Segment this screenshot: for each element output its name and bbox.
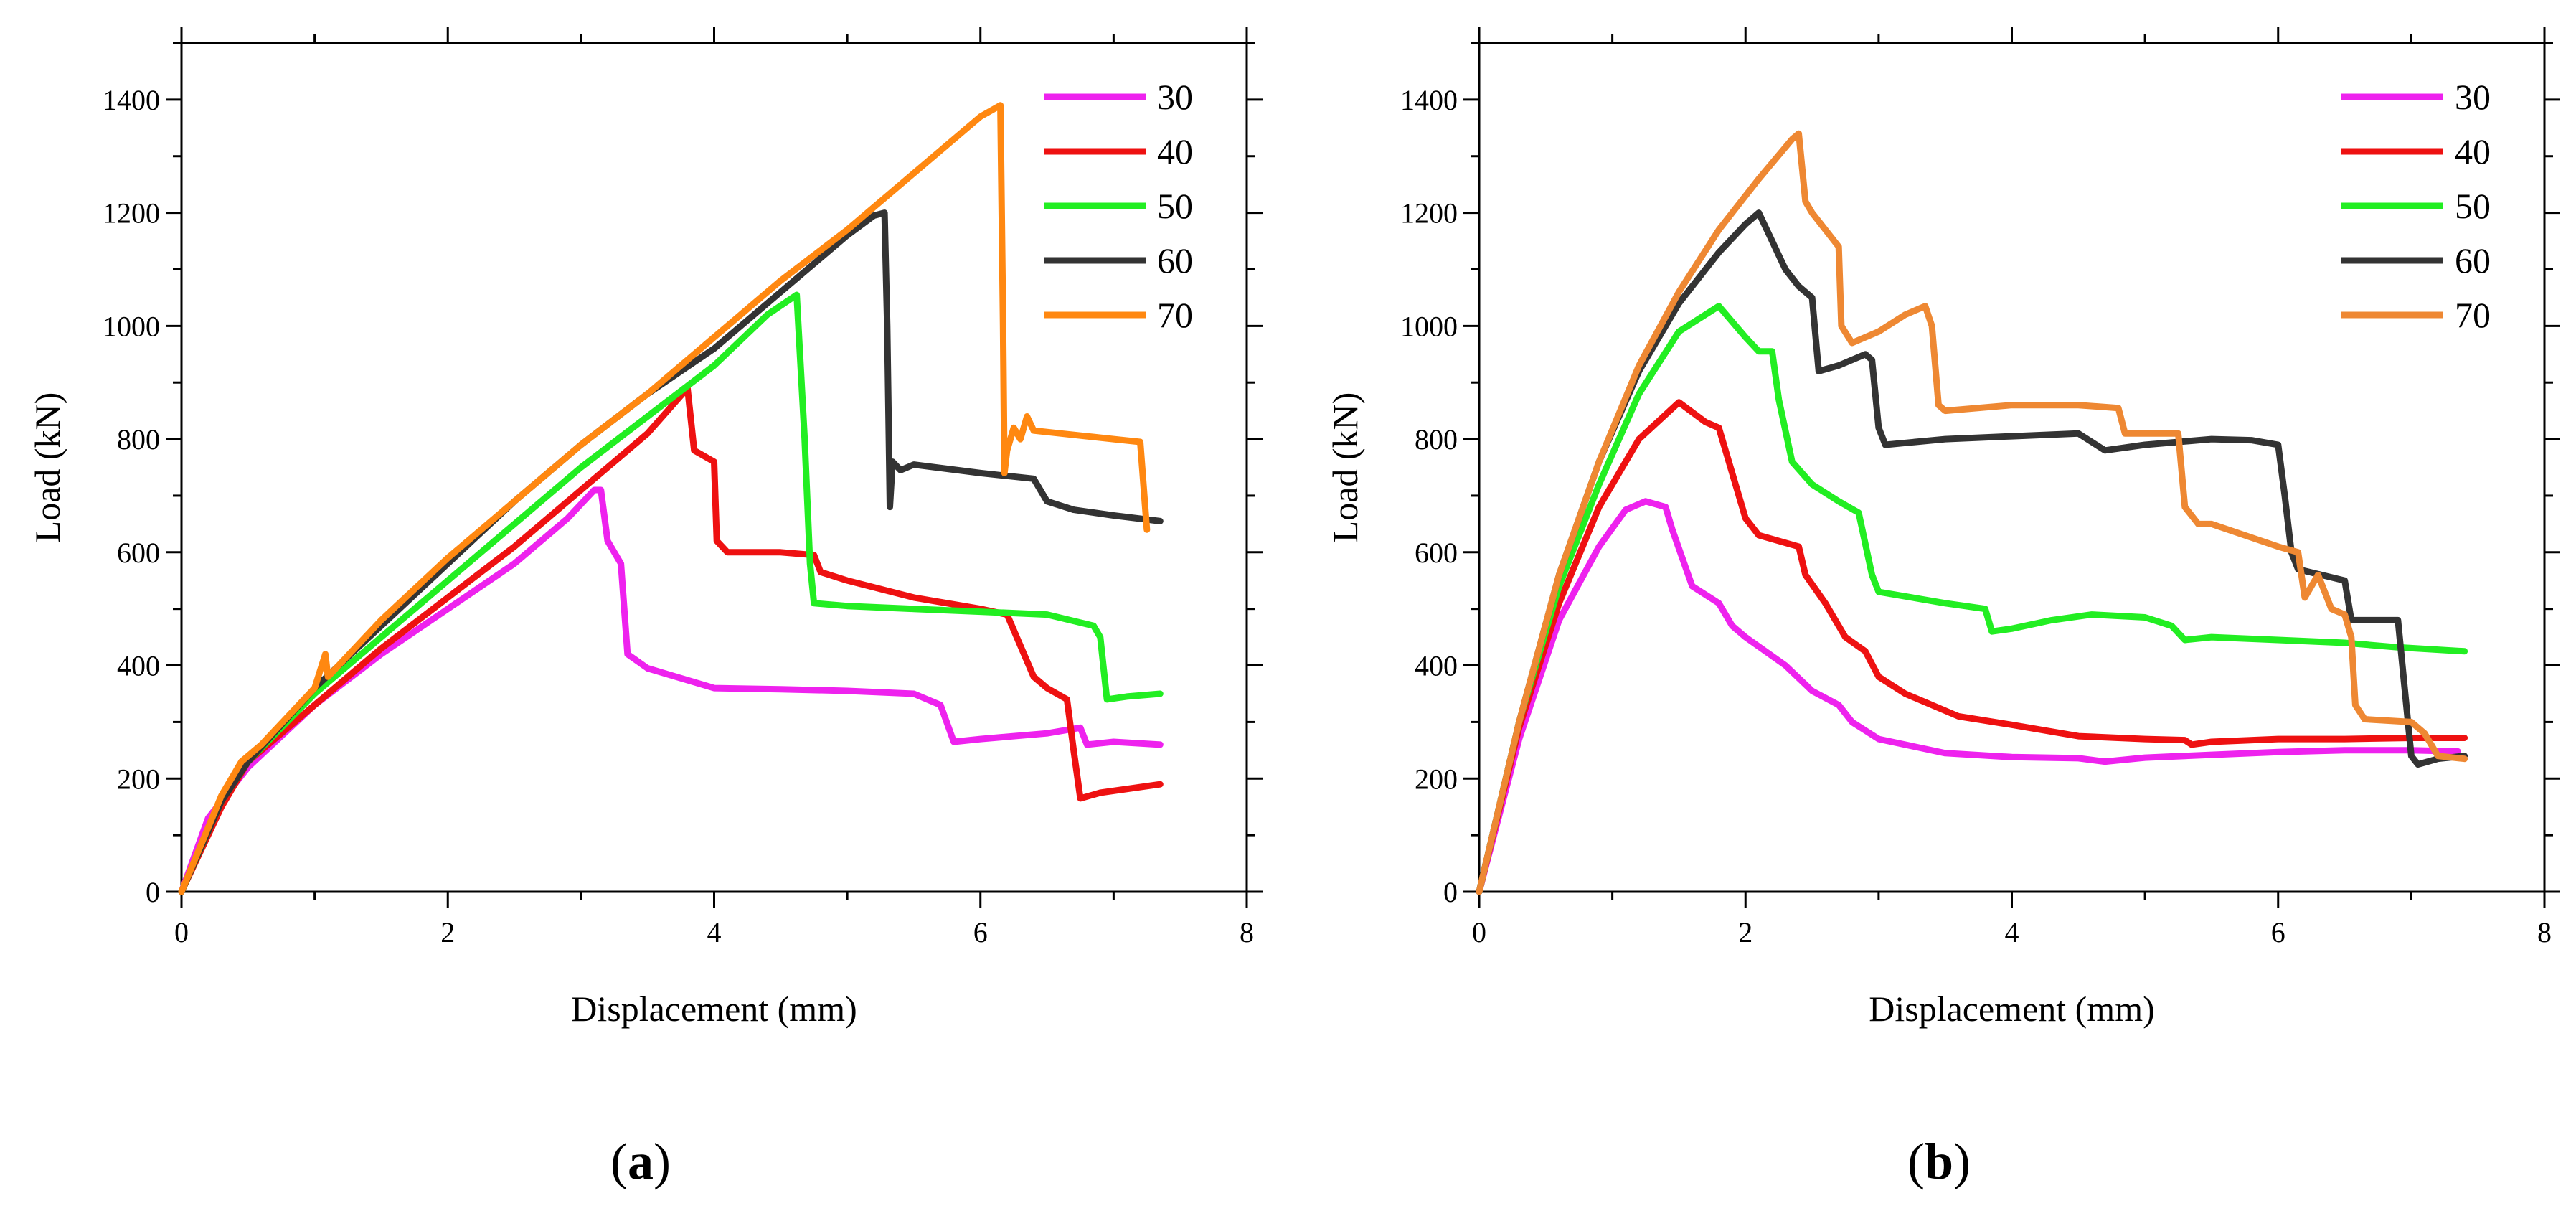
- series-line-50: [178, 291, 1164, 895]
- y-tick-label: 1400: [103, 84, 160, 116]
- x-tick-label: 6: [2271, 916, 2285, 948]
- legend-label-50: 50: [1157, 186, 1193, 226]
- legend-label-40: 40: [1157, 131, 1193, 171]
- y-tick-label: 1000: [1400, 310, 1458, 342]
- series-line-30: [1476, 498, 2461, 895]
- series-line-40: [1476, 399, 2468, 895]
- y-tick-label: 0: [146, 876, 160, 908]
- y-tick-label: 800: [1415, 423, 1458, 456]
- x-tick-label: 2: [1738, 916, 1752, 948]
- y-tick-label: 0: [1443, 876, 1458, 908]
- legend-label-60: 60: [2455, 240, 2491, 281]
- series-line-40: [178, 385, 1164, 895]
- x-tick-label: 4: [707, 916, 722, 948]
- series-line-50: [1476, 303, 2468, 895]
- x-tick-label: 6: [973, 916, 988, 948]
- legend-label-60: 60: [1157, 240, 1193, 281]
- x-tick-label: 0: [1472, 916, 1486, 948]
- chart-panel-a: 0 2 4 6 8 0 200 400 600 800 1000 1200 1400 Displaceme…: [27, 27, 1263, 1029]
- y-tick-label: 1400: [1400, 84, 1458, 116]
- legend-label-40: 40: [2455, 131, 2491, 171]
- plot-frame: [1478, 42, 2546, 893]
- series-line-30: [178, 486, 1164, 895]
- y-axis-label: Load (kN): [1325, 392, 1365, 543]
- legend-label-30: 30: [1157, 77, 1193, 117]
- y-tick-label: 800: [117, 423, 160, 456]
- panel-label-b: (b): [1907, 1133, 1971, 1190]
- y-tick-label: 1000: [103, 310, 160, 342]
- y-tick-label: 1200: [103, 197, 160, 230]
- series-line-70: [1476, 130, 2468, 895]
- x-axis-label: Displacement (mm): [1869, 989, 2155, 1029]
- legend-label-70: 70: [1157, 295, 1193, 335]
- legend-label-30: 30: [2455, 77, 2491, 117]
- y-tick-label: 600: [1415, 537, 1458, 569]
- series-line-60: [1476, 209, 2468, 895]
- x-tick-label: 2: [440, 916, 455, 948]
- chart-panel-b: 0 2 4 6 8 0 200 400 600 800 1000 1200 1400 Displaceme…: [1325, 27, 2560, 1029]
- series-line-70: [178, 102, 1151, 895]
- panel-label-a: (a): [610, 1133, 671, 1190]
- y-tick-label: 400: [1415, 650, 1458, 682]
- x-tick-label: 8: [1240, 916, 1254, 948]
- y-tick-label: 1200: [1400, 197, 1458, 230]
- x-axis-label: Displacement (mm): [571, 989, 857, 1029]
- y-tick-label: 600: [117, 537, 160, 569]
- x-tick-label: 4: [2005, 916, 2019, 948]
- y-tick-label: 200: [117, 763, 160, 795]
- x-tick-label: 8: [2537, 916, 2552, 948]
- x-tick-label: 0: [174, 916, 189, 948]
- y-tick-label: 400: [117, 650, 160, 682]
- y-tick-label: 200: [1415, 763, 1458, 795]
- legend-label-50: 50: [2455, 186, 2491, 226]
- y-axis-label: Load (kN): [27, 392, 67, 543]
- series-line-60: [178, 209, 1164, 895]
- legend-label-70: 70: [2455, 295, 2491, 335]
